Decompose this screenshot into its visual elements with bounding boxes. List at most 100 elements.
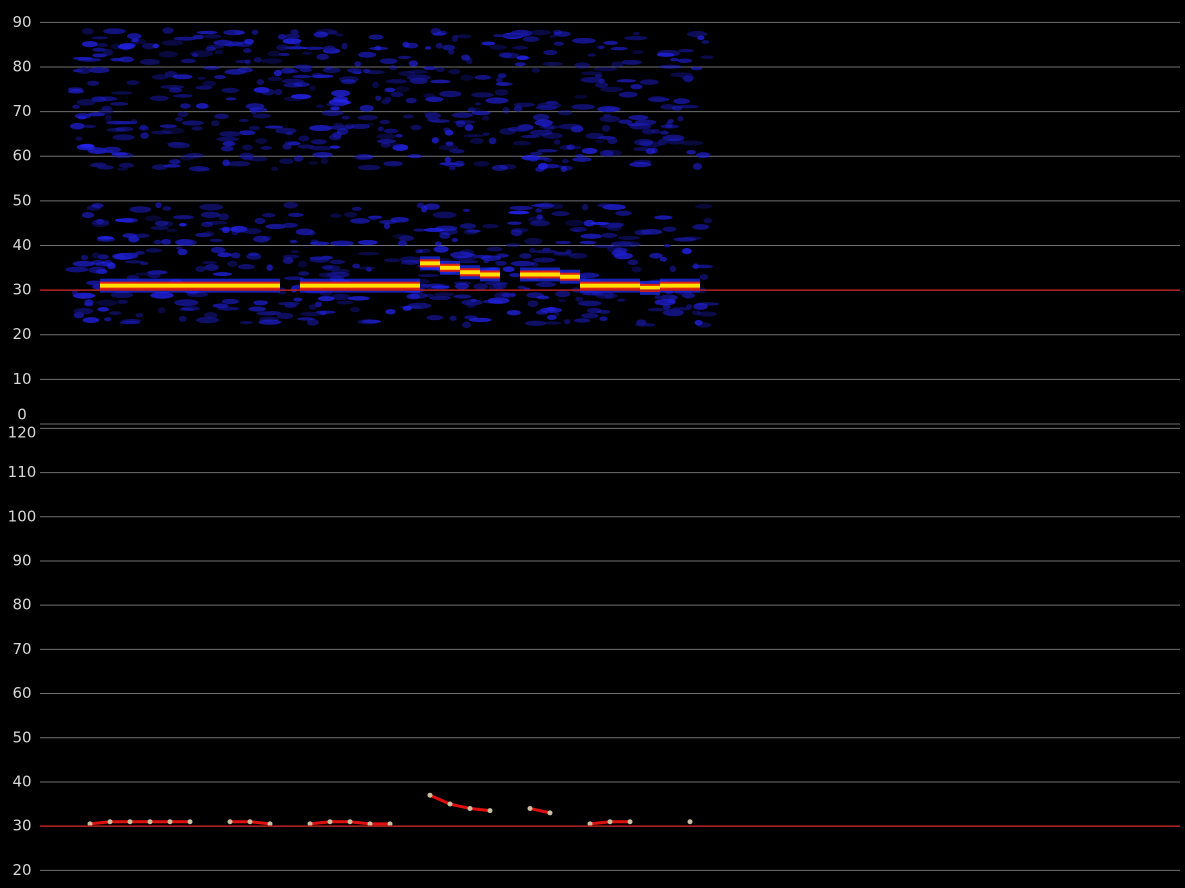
y-tick-label: 70 — [12, 640, 31, 658]
noise — [168, 142, 190, 148]
noise — [322, 110, 344, 116]
noise — [316, 105, 324, 108]
noise — [386, 79, 408, 83]
noise — [95, 262, 115, 267]
noise — [402, 42, 409, 48]
noise — [191, 126, 202, 130]
noise — [544, 321, 561, 324]
noise — [482, 224, 498, 228]
noise — [262, 58, 283, 63]
noise — [203, 66, 220, 70]
contour — [580, 284, 600, 288]
noise — [418, 274, 440, 277]
noise — [124, 260, 144, 263]
noise — [353, 154, 368, 160]
noise — [82, 28, 94, 35]
noise — [596, 293, 618, 299]
noise — [578, 300, 601, 306]
noise — [466, 301, 476, 308]
noise — [678, 49, 694, 52]
noise — [582, 204, 588, 211]
noise — [530, 130, 553, 136]
noise — [319, 311, 326, 315]
noise — [511, 261, 535, 267]
noise — [81, 255, 88, 260]
noise — [169, 159, 181, 164]
noise — [122, 319, 141, 322]
noise — [97, 165, 114, 169]
contour — [560, 275, 580, 279]
noise — [677, 116, 683, 122]
noise — [91, 221, 109, 227]
noise — [455, 283, 469, 290]
noise — [152, 74, 168, 80]
noise — [298, 271, 309, 276]
noise — [489, 45, 506, 50]
noise — [309, 85, 316, 91]
noise — [152, 164, 168, 170]
noise — [311, 73, 323, 79]
noise — [83, 317, 100, 323]
noise — [161, 40, 183, 46]
noise — [117, 168, 129, 171]
noise — [209, 239, 222, 242]
noise — [529, 248, 535, 253]
noise — [109, 311, 121, 315]
noise — [439, 91, 462, 98]
noise — [571, 126, 584, 133]
noise — [222, 159, 230, 166]
noise — [581, 313, 598, 318]
noise — [445, 157, 451, 163]
noise — [507, 222, 522, 225]
contour — [480, 272, 500, 276]
noise — [222, 299, 239, 304]
noise — [77, 99, 96, 106]
noise — [201, 212, 221, 218]
noise — [398, 71, 415, 76]
noise — [261, 89, 275, 96]
y-tick-label: 60 — [12, 684, 31, 702]
noise — [537, 149, 559, 152]
noise — [696, 302, 719, 305]
noise — [237, 67, 253, 72]
noise — [384, 129, 398, 134]
noise — [329, 134, 341, 140]
noise — [577, 273, 599, 279]
noise — [485, 97, 508, 103]
noise — [284, 34, 300, 39]
noise — [561, 166, 573, 171]
noise — [436, 43, 443, 49]
noise — [513, 141, 531, 146]
noise — [627, 259, 638, 265]
noise — [97, 254, 108, 259]
noise — [468, 107, 476, 111]
noise — [239, 119, 249, 122]
noise — [267, 51, 280, 57]
noise — [249, 126, 261, 131]
noise — [312, 152, 332, 158]
noise — [613, 248, 627, 253]
noise — [558, 110, 572, 116]
noise — [538, 203, 554, 209]
pitch-point — [328, 819, 333, 824]
noise — [227, 161, 251, 166]
noise — [495, 89, 508, 95]
noise — [396, 134, 403, 138]
noise — [494, 292, 514, 299]
noise — [591, 222, 609, 225]
noise — [655, 295, 661, 300]
y-tick-label: 40 — [12, 772, 31, 790]
noise — [458, 260, 479, 263]
noise — [357, 319, 378, 324]
noise — [151, 226, 169, 230]
noise — [452, 35, 458, 42]
noise — [198, 77, 206, 80]
noise — [219, 131, 240, 137]
y-tick-label: 20 — [12, 325, 31, 343]
noise — [87, 81, 99, 86]
noise — [315, 302, 322, 308]
noise — [555, 291, 570, 298]
noise — [470, 299, 476, 302]
noise — [142, 43, 155, 50]
noise — [195, 266, 206, 272]
